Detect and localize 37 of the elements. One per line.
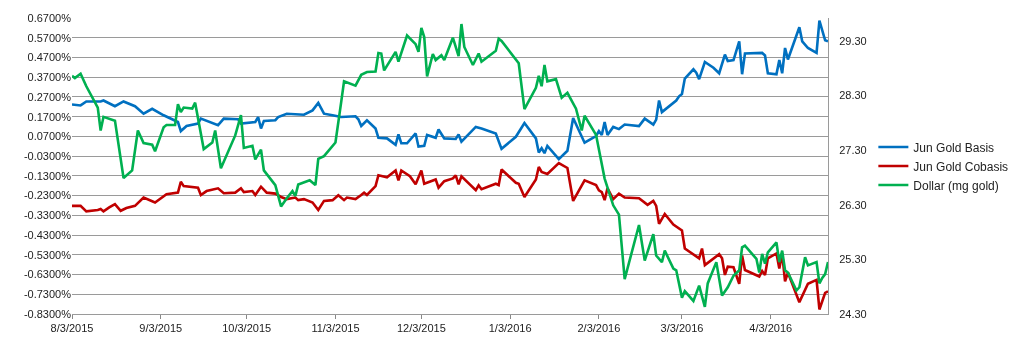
- y-tick-label: 0.1700%: [27, 110, 72, 123]
- x-tick-label: 8/3/2015: [50, 322, 94, 335]
- y2-tick-label: 29.30: [839, 34, 867, 47]
- x-tick-label: 9/3/2015: [139, 322, 183, 335]
- y-tick-label: 0.0700%: [27, 130, 72, 143]
- x-tick-label: 10/3/2015: [222, 322, 272, 335]
- legend-label: Dollar (mg gold): [913, 178, 999, 193]
- line-series: [72, 161, 828, 311]
- y-tick-label: 0.4700%: [27, 51, 72, 64]
- line-series: [72, 22, 828, 309]
- y2-tick-label: 26.30: [839, 198, 867, 211]
- x-tick-label: 3/3/2016: [660, 322, 704, 335]
- x-tick-label: 2/3/2016: [577, 322, 621, 335]
- y-tick-label: -0.0300%: [23, 149, 72, 162]
- y-tick-label: -0.6300%: [23, 268, 72, 281]
- x-tick-label: 4/3/2016: [749, 322, 793, 335]
- y-tick-label: -0.3300%: [23, 209, 72, 222]
- y-tick-label: -0.8300%: [23, 307, 72, 320]
- y-tick-label: 0.2700%: [27, 90, 72, 103]
- y2-tick-label: 24.30: [839, 307, 867, 320]
- y-tick-label: -0.5300%: [23, 248, 72, 261]
- y-tick-label: 0.6700%: [27, 11, 72, 24]
- y-tick-label: -0.4300%: [23, 228, 72, 241]
- x-tick-label: 1/3/2016: [488, 322, 532, 335]
- legend-label: Jun Gold Cobasis: [913, 159, 1009, 174]
- y2-tick-label: 27.30: [839, 144, 867, 157]
- line-series: [72, 19, 828, 161]
- legend-label: Jun Gold Basis: [913, 140, 995, 155]
- x-tick-label: 12/3/2015: [396, 322, 446, 335]
- y2-tick-label: 28.30: [839, 89, 867, 102]
- y-tick-label: -0.1300%: [23, 169, 72, 182]
- y-tick-label: -0.7300%: [23, 288, 72, 301]
- y-tick-label: 0.5700%: [27, 31, 72, 44]
- y-tick-label: 0.3700%: [27, 71, 72, 84]
- y-tick-label: -0.2300%: [23, 189, 72, 202]
- y2-tick-label: 25.30: [839, 253, 867, 266]
- x-tick-label: 11/3/2015: [311, 322, 360, 335]
